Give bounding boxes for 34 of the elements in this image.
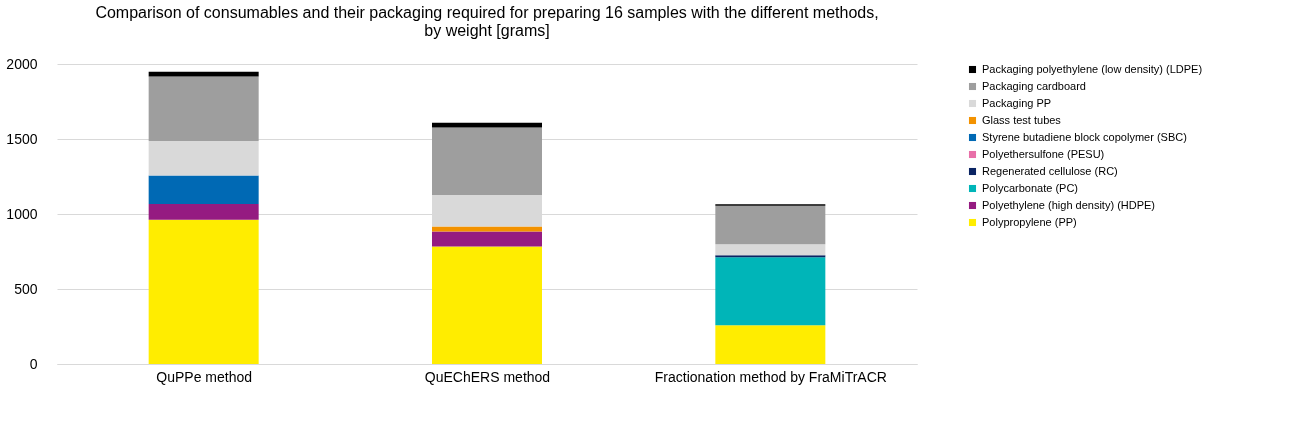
bar xyxy=(715,244,826,256)
legend-label: Polyethersulfone (PESU) xyxy=(982,147,1105,160)
legend-label: Polyethylene (high density) (HDPE) xyxy=(982,198,1156,211)
legend-label: Packaging polyethylene (low density) (LDPE) xyxy=(982,62,1203,75)
y-tick-label: 2000 xyxy=(6,55,38,72)
y-tick-label: 1000 xyxy=(6,205,38,222)
bar xyxy=(715,257,826,326)
x-tick-label: QuEChERS method xyxy=(424,368,551,385)
legend-label: Regenerated cellulose (RC) xyxy=(982,164,1118,177)
legend-label: Packaging cardboard xyxy=(982,79,1086,92)
bar xyxy=(148,140,259,176)
text: Comparison of consumables and their packaging required for preparing 16 samples with the different methods, xyxy=(95,4,879,21)
text: by weight [grams] xyxy=(424,22,550,39)
bar xyxy=(432,122,542,128)
bar xyxy=(432,246,542,364)
bar xyxy=(715,205,826,245)
bar xyxy=(715,325,826,364)
y-tick-label: 500 xyxy=(14,280,38,297)
legend-label: Glass test tubes xyxy=(982,113,1062,126)
legend-label: Polypropylene (PP) xyxy=(982,215,1077,228)
bar xyxy=(432,127,542,196)
x-tick-label: QuPPe method xyxy=(156,368,253,385)
x-tick-label: Fractionation method by FraMiTrACR xyxy=(654,368,887,385)
bar xyxy=(148,76,259,141)
legend-label: Polycarbonate (PC) xyxy=(982,181,1078,194)
y-tick-label: 1500 xyxy=(6,130,38,147)
bar xyxy=(148,219,259,364)
y-tick-label: 0 xyxy=(29,355,38,372)
legend-label: Styrene butadiene block copolymer (SBC) xyxy=(982,130,1187,143)
bar xyxy=(148,204,259,220)
bar xyxy=(432,226,542,232)
legend-label: Packaging PP xyxy=(982,96,1052,109)
bar xyxy=(432,231,542,247)
bar xyxy=(148,175,259,205)
